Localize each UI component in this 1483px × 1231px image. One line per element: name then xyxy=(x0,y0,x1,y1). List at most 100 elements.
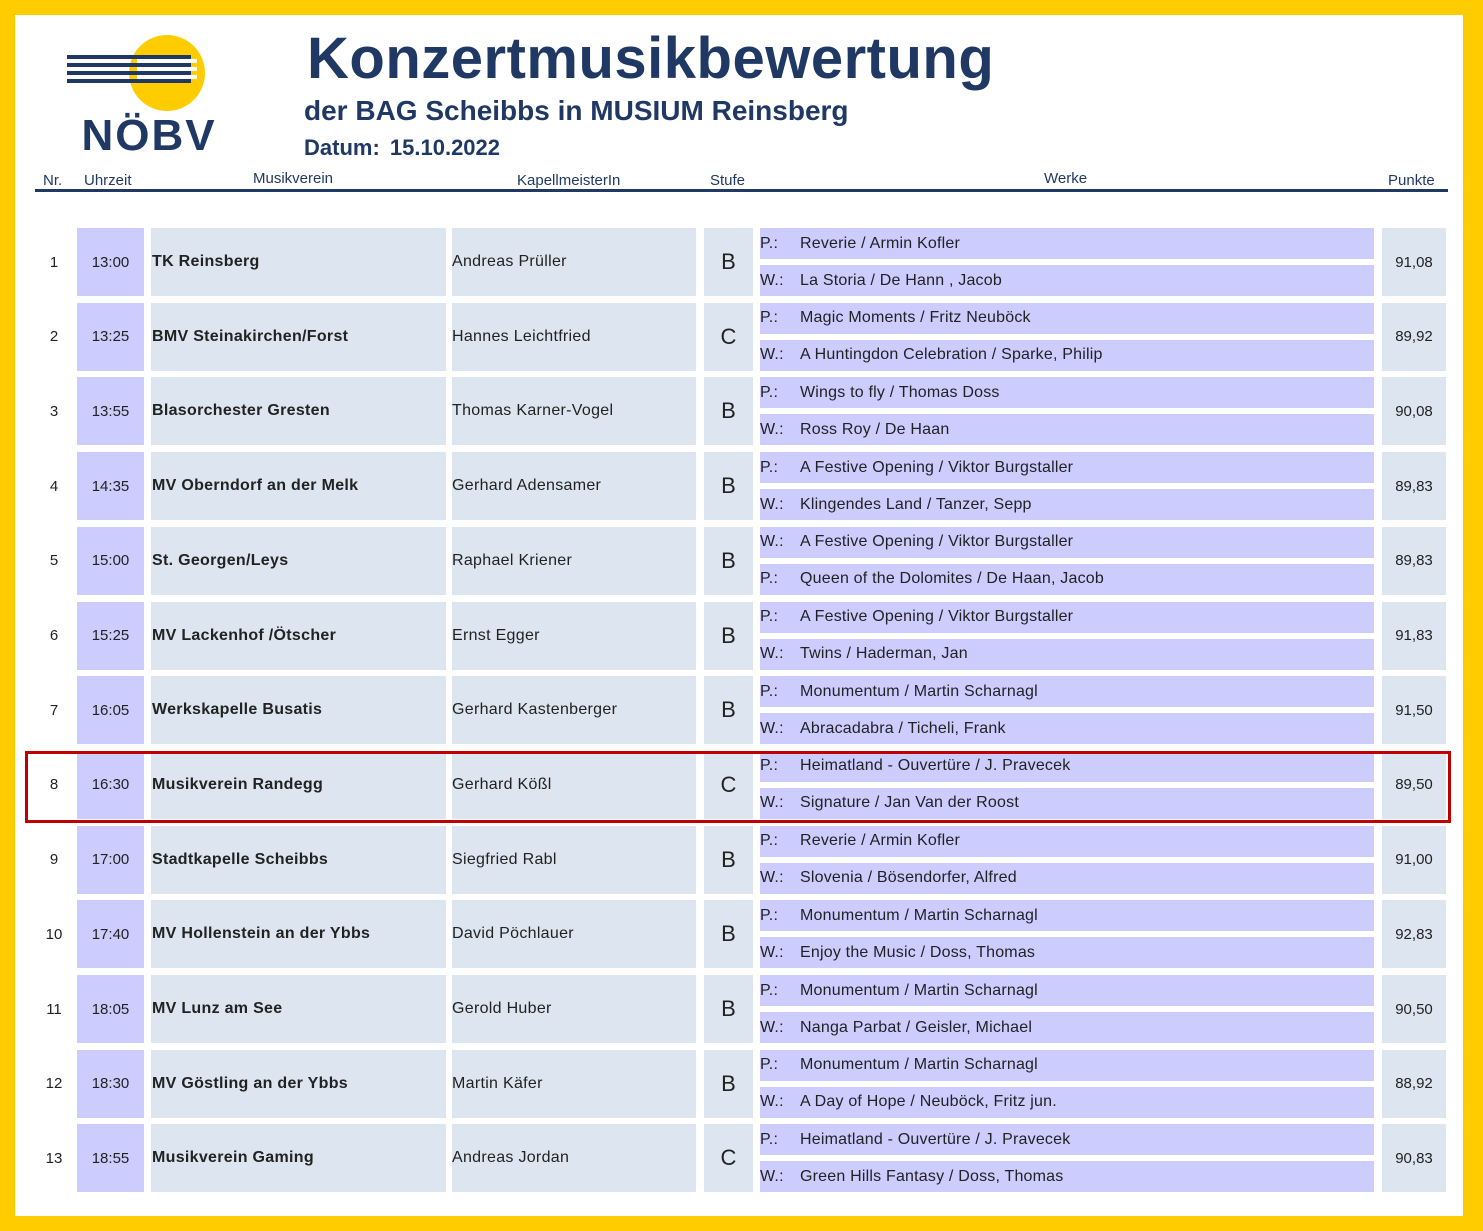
row-uhrzeit: 13:25 xyxy=(77,302,144,371)
row-stufe: C xyxy=(704,750,753,819)
werk-2-label: W.: xyxy=(760,1018,784,1036)
row-punkte: 91,50 xyxy=(1382,676,1446,745)
row-stufe: B xyxy=(704,526,753,595)
row-nr: 11 xyxy=(46,1000,62,1018)
werk-2-title: Twins / Haderman, Jan xyxy=(800,645,968,662)
row-kapellmeister: Andreas Jordan xyxy=(452,1124,696,1193)
row-musikverein: MV Lunz am See xyxy=(151,975,446,1043)
row-stufe: C xyxy=(704,1124,753,1193)
table-row: 5 15:00 St. Georgen/Leys Raphael Kriener… xyxy=(15,526,1463,595)
results-sheet: NÖBV Konzertmusikbewertung der BAG Schei… xyxy=(15,15,1463,1216)
table-row: 7 16:05 Werkskapelle Busatis Gerhard Kas… xyxy=(15,676,1463,745)
row-stufe: B xyxy=(704,1049,753,1118)
row-punkte: 90,08 xyxy=(1382,377,1446,446)
row-werk-2: W.: Green Hills Fantasy / Doss, Thomas xyxy=(760,1161,1374,1193)
row-werk-1: P.: Monumentum / Martin Scharnagl xyxy=(760,975,1374,1006)
row-punkte: 92,83 xyxy=(1382,900,1446,969)
row-punkte: 89,83 xyxy=(1382,526,1446,595)
table-row: 2 13:25 BMV Steinakirchen/Forst Hannes L… xyxy=(15,302,1463,371)
row-nr: 5 xyxy=(49,552,59,570)
col-header-werke: Werke xyxy=(1044,170,1088,187)
header-divider xyxy=(35,189,1448,192)
date-line: Datum: 15.10.2022 xyxy=(304,135,500,161)
row-werk-1: P.: Heimatland - Ouvertüre / J. Pravecek xyxy=(760,750,1374,782)
page-subtitle: der BAG Scheibbs in MUSIUM Reinsberg xyxy=(304,95,849,126)
row-stufe: B xyxy=(704,825,753,894)
row-uhrzeit: 18:05 xyxy=(77,975,144,1043)
row-punkte: 89,92 xyxy=(1382,302,1446,371)
werk-1-label: P.: xyxy=(760,832,779,850)
werk-1-label: W.: xyxy=(760,533,784,551)
werk-2-label: W.: xyxy=(760,645,784,662)
col-header-uhrzeit: Uhrzeit xyxy=(84,172,132,189)
col-header-punkte: Punkte xyxy=(1388,172,1435,189)
werk-1-title: A Festive Opening / Viktor Burgstaller xyxy=(800,533,1074,551)
row-nr: 2 xyxy=(49,328,59,346)
werk-1-title: Monumentum / Martin Scharnagl xyxy=(800,906,1038,924)
row-werk-2: W.: Signature / Jan Van der Roost xyxy=(760,787,1374,819)
werk-1-label: P.: xyxy=(760,682,779,700)
col-header-musikverein: Musikverein xyxy=(253,170,334,187)
row-stufe: B xyxy=(704,377,753,446)
werk-1-title: A Festive Opening / Viktor Burgstaller xyxy=(800,608,1074,625)
logo-text: NÖBV xyxy=(81,111,217,160)
werk-2-title: Klingendes Land / Tanzer, Sepp xyxy=(800,495,1032,513)
row-werk-2: W.: Abracadabra / Ticheli, Frank xyxy=(760,713,1374,745)
row-stufe: B xyxy=(704,975,753,1043)
werk-2-title: Nanga Parbat / Geisler, Michael xyxy=(800,1018,1033,1036)
werk-2-title: Signature / Jan Van der Roost xyxy=(800,794,1019,812)
row-nr: 1 xyxy=(49,253,59,271)
row-werk-2: W.: Nanga Parbat / Geisler, Michael xyxy=(760,1012,1374,1043)
highlight-box xyxy=(25,751,1451,823)
werk-2-label: W.: xyxy=(760,420,784,438)
row-musikverein: MV Hollenstein an der Ybbs xyxy=(151,900,446,969)
row-musikverein: BMV Steinakirchen/Forst xyxy=(151,302,446,371)
row-werk-2: W.: Ross Roy / De Haan xyxy=(760,414,1374,446)
row-werk-2: W.: Twins / Haderman, Jan xyxy=(760,638,1374,670)
werk-1-title: Reverie / Armin Kofler xyxy=(800,832,961,850)
date-value: 15.10.2022 xyxy=(389,135,501,160)
row-werk-1: P.: A Festive Opening / Viktor Burgstall… xyxy=(760,601,1374,633)
row-musikverein: MV Göstling an der Ybbs xyxy=(151,1049,446,1118)
werk-2-label: W.: xyxy=(760,719,784,737)
noebv-logo-icon xyxy=(67,35,205,111)
row-nr: 7 xyxy=(49,701,59,719)
row-punkte: 90,83 xyxy=(1382,1124,1446,1193)
table-row: 8 16:30 Musikverein Randegg Gerhard Kößl… xyxy=(15,750,1463,819)
werk-2-title: La Storia / De Hann , Jacob xyxy=(800,271,1002,289)
row-nr: 6 xyxy=(49,627,59,644)
row-nr: 13 xyxy=(45,1149,63,1167)
page-title: Konzertmusikbewertung xyxy=(307,26,995,91)
row-uhrzeit: 13:55 xyxy=(77,377,144,446)
werk-2-title: Slovenia / Bösendorfer, Alfred xyxy=(800,869,1017,887)
row-uhrzeit: 13:00 xyxy=(77,228,144,296)
table-row: 6 15:25 MV Lackenhof /Ötscher Ernst Egge… xyxy=(15,601,1463,670)
werk-2-label: P.: xyxy=(760,570,779,588)
werk-2-title: A Huntingdon Celebration / Sparke, Phili… xyxy=(800,346,1103,364)
row-kapellmeister: Raphael Kriener xyxy=(452,526,696,595)
row-uhrzeit: 17:00 xyxy=(77,825,144,894)
werk-2-title: Abracadabra / Ticheli, Frank xyxy=(800,719,1006,737)
table-row: 11 18:05 MV Lunz am See Gerold Huber B P… xyxy=(15,975,1463,1043)
row-stufe: B xyxy=(704,452,753,521)
col-header-nr: Nr. xyxy=(43,172,63,189)
werk-2-label: W.: xyxy=(760,346,784,364)
row-werk-1: P.: Wings to fly / Thomas Doss xyxy=(760,377,1374,409)
werk-2-title: Enjoy the Music / Doss, Thomas xyxy=(800,943,1036,961)
row-punkte: 89,50 xyxy=(1382,750,1446,819)
werk-1-label: P.: xyxy=(760,981,779,999)
werk-1-title: Magic Moments / Fritz Neuböck xyxy=(800,309,1031,327)
row-nr: 10 xyxy=(45,925,63,943)
row-stufe: B xyxy=(704,676,753,745)
row-werk-1: P.: A Festive Opening / Viktor Burgstall… xyxy=(760,452,1374,484)
row-punkte: 91,08 xyxy=(1382,228,1446,296)
row-uhrzeit: 16:05 xyxy=(77,676,144,745)
werk-2-label: W.: xyxy=(760,1093,784,1111)
row-werk-2: W.: Slovenia / Bösendorfer, Alfred xyxy=(760,862,1374,894)
row-werk-1: W.: A Festive Opening / Viktor Burgstall… xyxy=(760,526,1374,558)
werk-1-label: P.: xyxy=(760,608,779,625)
werk-1-title: Reverie / Armin Kofler xyxy=(800,234,961,252)
row-nr: 4 xyxy=(49,477,59,495)
table-row: 12 18:30 MV Göstling an der Ybbs Martin … xyxy=(15,1049,1463,1118)
werk-1-title: Heimatland - Ouvertüre / J. Pravecek xyxy=(800,1130,1071,1148)
